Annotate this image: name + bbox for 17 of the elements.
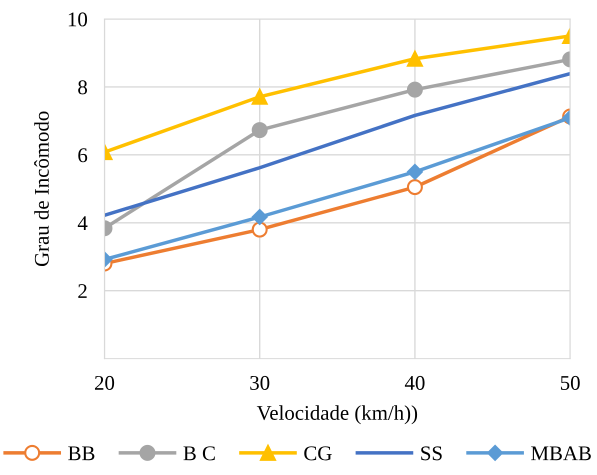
y-tick-label: 4 [78, 216, 88, 230]
x-tick-label: 40 [404, 376, 425, 390]
legend-label: B C [184, 446, 215, 460]
legend-label: BB [68, 446, 94, 460]
line-series [104, 72, 570, 218]
legend-label: MBAB [531, 446, 591, 460]
x-tick-label: 20 [94, 376, 114, 390]
y-tick-label: 2 [78, 284, 87, 298]
y-tick-label: 6 [78, 148, 88, 162]
legend-label: CG [304, 446, 332, 460]
x-tick-label: 30 [250, 376, 270, 390]
legend-label: SS [421, 446, 442, 460]
y-tick-label: 8 [78, 80, 88, 94]
y-tick-label: 10 [68, 12, 88, 26]
y-axis-title: Grau de Incômodo [34, 112, 49, 266]
x-axis-title: Velocidade (km/h)) [256, 405, 418, 424]
x-tick-label: 50 [560, 376, 580, 390]
